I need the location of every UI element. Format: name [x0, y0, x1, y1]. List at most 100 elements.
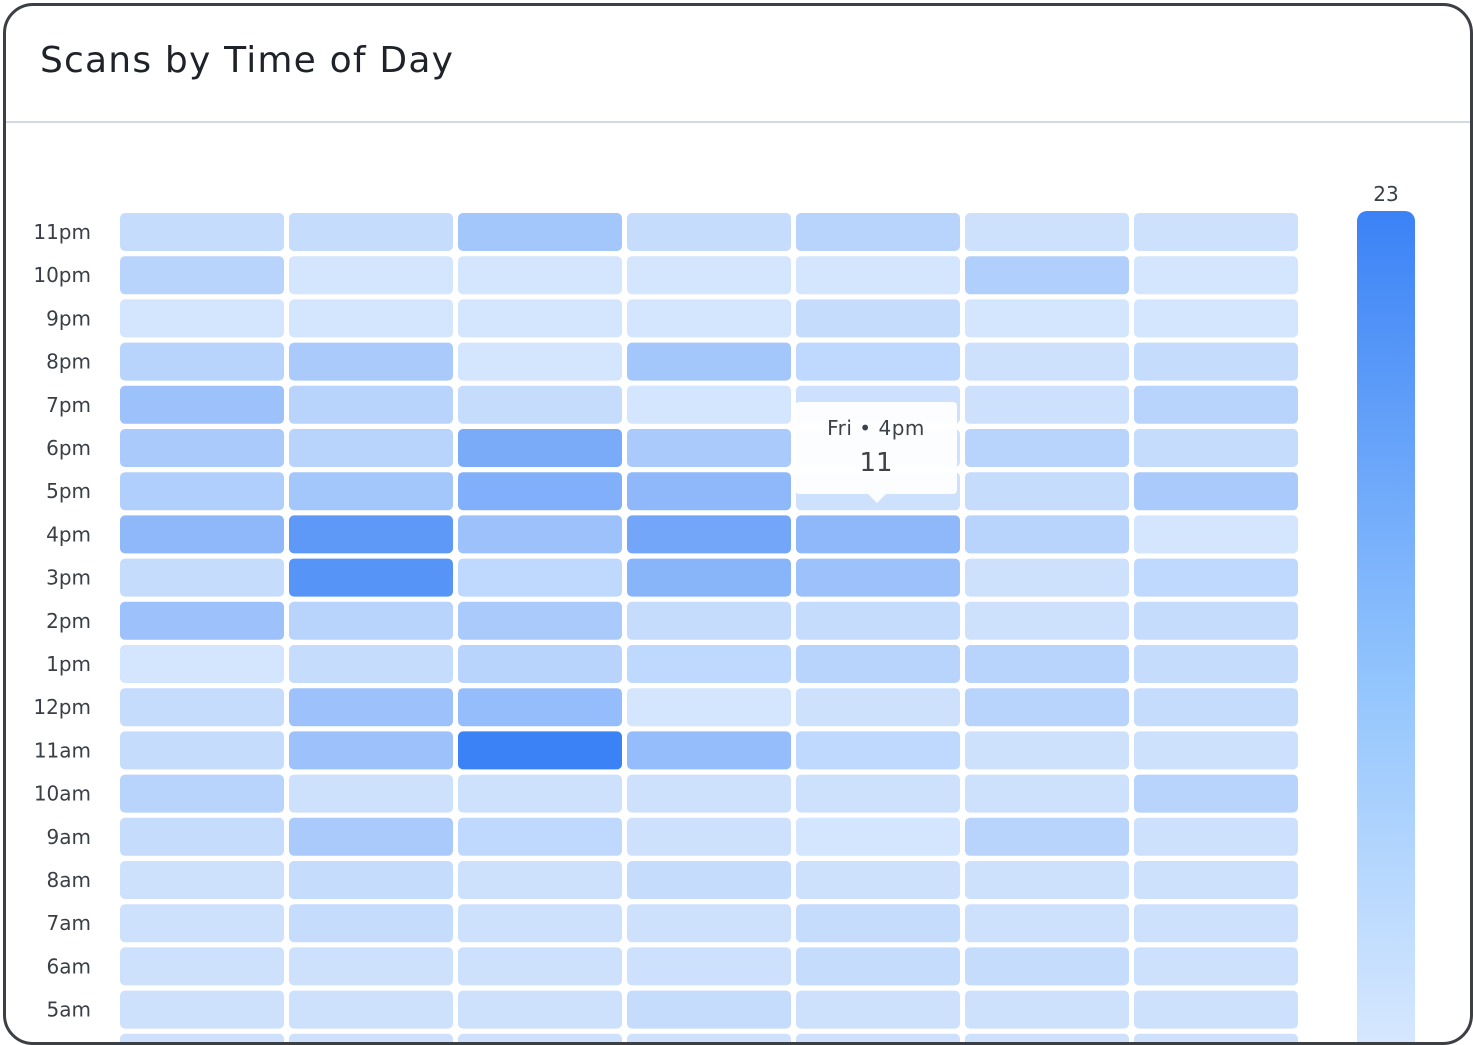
heatmap-cell[interactable] — [458, 817, 622, 856]
heatmap-cell[interactable] — [1134, 601, 1298, 640]
heatmap-cell[interactable] — [458, 990, 622, 1029]
heatmap-cell[interactable] — [965, 645, 1129, 683]
heatmap-cell[interactable] — [458, 558, 622, 597]
heatmap-cell[interactable] — [965, 774, 1129, 813]
heatmap-cell[interactable] — [458, 1033, 622, 1042]
heatmap-cell[interactable] — [965, 515, 1129, 554]
heatmap-cell[interactable] — [289, 472, 453, 511]
heatmap-cell[interactable] — [1134, 429, 1298, 467]
heatmap-cell[interactable] — [289, 1033, 453, 1042]
heatmap-cell[interactable] — [289, 558, 453, 597]
heatmap-cell[interactable] — [120, 515, 284, 554]
heatmap-cell[interactable] — [1134, 817, 1298, 856]
heatmap-cell[interactable] — [120, 861, 284, 899]
heatmap-cell[interactable] — [627, 472, 791, 511]
heatmap-cell[interactable] — [289, 645, 453, 683]
heatmap-cell[interactable] — [289, 817, 453, 856]
heatmap-cell[interactable] — [965, 213, 1129, 251]
heatmap-cell[interactable] — [796, 299, 960, 338]
heatmap-cell[interactable] — [1134, 342, 1298, 381]
heatmap-cell[interactable] — [120, 947, 284, 986]
heatmap-cell[interactable] — [1134, 774, 1298, 813]
heatmap-cell[interactable] — [796, 256, 960, 295]
heatmap-cell[interactable] — [965, 256, 1129, 295]
heatmap-cell[interactable] — [120, 299, 284, 338]
heatmap-cell[interactable] — [120, 601, 284, 640]
heatmap-cell[interactable] — [627, 688, 791, 727]
heatmap-cell[interactable] — [289, 731, 453, 770]
heatmap-cell[interactable] — [458, 645, 622, 683]
heatmap-cell[interactable] — [289, 990, 453, 1029]
heatmap-cell[interactable] — [627, 645, 791, 683]
heatmap-cell[interactable] — [627, 1033, 791, 1042]
heatmap-cell[interactable] — [120, 645, 284, 683]
heatmap-cell[interactable] — [289, 515, 453, 554]
heatmap-cell[interactable] — [1134, 990, 1298, 1029]
heatmap-cell[interactable] — [965, 472, 1129, 511]
heatmap-cell[interactable] — [965, 688, 1129, 727]
heatmap-cell[interactable] — [627, 904, 791, 943]
heatmap-cell[interactable] — [289, 299, 453, 338]
heatmap-cell[interactable] — [796, 990, 960, 1029]
heatmap-cell[interactable] — [120, 817, 284, 856]
heatmap-cell[interactable] — [965, 731, 1129, 770]
heatmap-cell[interactable] — [627, 385, 791, 424]
heatmap-cell[interactable] — [289, 213, 453, 251]
heatmap-cell[interactable] — [120, 558, 284, 597]
heatmap-cell[interactable] — [458, 774, 622, 813]
heatmap-cell[interactable] — [627, 774, 791, 813]
heatmap-cell[interactable] — [289, 688, 453, 727]
heatmap-cell[interactable] — [796, 947, 960, 986]
heatmap-cell[interactable] — [965, 947, 1129, 986]
heatmap-cell[interactable] — [965, 1033, 1129, 1042]
heatmap-cell[interactable] — [627, 947, 791, 986]
heatmap-cell[interactable] — [120, 731, 284, 770]
heatmap-cell[interactable] — [965, 861, 1129, 899]
heatmap-cell[interactable] — [458, 861, 622, 899]
heatmap-cell[interactable] — [796, 515, 960, 554]
heatmap-cell[interactable] — [796, 645, 960, 683]
heatmap-cell[interactable] — [627, 256, 791, 295]
heatmap-cell[interactable] — [965, 904, 1129, 943]
heatmap-cell[interactable] — [965, 817, 1129, 856]
heatmap-cell[interactable] — [1134, 731, 1298, 770]
heatmap-cell[interactable] — [289, 256, 453, 295]
heatmap-cell[interactable] — [120, 256, 284, 295]
heatmap-cell[interactable] — [120, 385, 284, 424]
heatmap-cell[interactable] — [1134, 299, 1298, 338]
heatmap-cell[interactable] — [796, 774, 960, 813]
heatmap-cell[interactable] — [627, 990, 791, 1029]
heatmap-cell[interactable] — [289, 774, 453, 813]
heatmap-cell[interactable] — [627, 817, 791, 856]
heatmap-cell[interactable] — [458, 342, 622, 381]
heatmap-cell[interactable] — [796, 861, 960, 899]
heatmap-cell[interactable] — [289, 601, 453, 640]
heatmap-cell[interactable] — [627, 731, 791, 770]
heatmap-cell[interactable] — [458, 429, 622, 467]
heatmap-cell[interactable] — [120, 1033, 284, 1042]
heatmap-cell[interactable] — [120, 342, 284, 381]
heatmap-cell[interactable] — [965, 385, 1129, 424]
heatmap-cell[interactable] — [120, 990, 284, 1029]
heatmap-cell[interactable] — [965, 558, 1129, 597]
heatmap-cell[interactable] — [289, 429, 453, 467]
heatmap-cell[interactable] — [458, 731, 622, 770]
heatmap-cell[interactable] — [289, 385, 453, 424]
heatmap-cell[interactable] — [796, 688, 960, 727]
heatmap-cell[interactable] — [120, 904, 284, 943]
heatmap-cell[interactable] — [1134, 472, 1298, 511]
heatmap-cell[interactable] — [120, 429, 284, 467]
heatmap-cell[interactable] — [458, 256, 622, 295]
heatmap-cell[interactable] — [1134, 213, 1298, 251]
heatmap-cell[interactable] — [1134, 904, 1298, 943]
heatmap-cell[interactable] — [458, 515, 622, 554]
heatmap-cell[interactable] — [627, 429, 791, 467]
heatmap-cell[interactable] — [120, 688, 284, 727]
heatmap-cell[interactable] — [1134, 515, 1298, 554]
heatmap-cell[interactable] — [1134, 558, 1298, 597]
heatmap-cell[interactable] — [796, 558, 960, 597]
heatmap-cell[interactable] — [627, 558, 791, 597]
heatmap-cell[interactable] — [796, 904, 960, 943]
heatmap-cell[interactable] — [120, 472, 284, 511]
heatmap-cell[interactable] — [458, 947, 622, 986]
